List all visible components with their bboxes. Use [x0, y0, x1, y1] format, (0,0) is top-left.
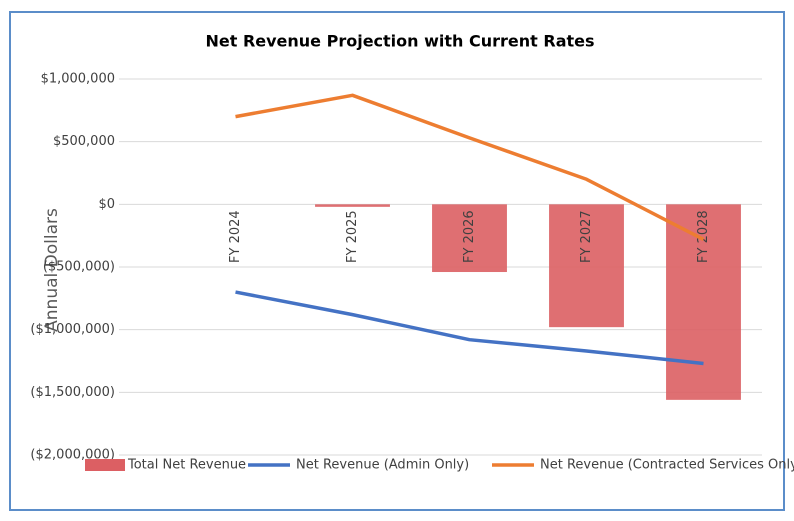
- chart-frame: [9, 11, 785, 511]
- y-tick-label: ($2,000,000): [30, 448, 115, 463]
- x-tick-label: FY 2028: [696, 210, 711, 263]
- bar: [315, 204, 390, 207]
- y-tick-label: $500,000: [53, 134, 115, 149]
- y-tick-label: ($1,500,000): [30, 385, 115, 400]
- legend-swatch: [85, 459, 125, 471]
- x-tick-label: FY 2025: [345, 210, 360, 263]
- bar: [432, 204, 507, 273]
- line: [235, 290, 704, 366]
- y-tick-label: ($1,000,000): [30, 322, 115, 337]
- x-tick-label: FY 2024: [228, 210, 243, 263]
- y-axis-label: Annual Dollars: [42, 208, 62, 332]
- y-tick-label: ($500,000): [43, 260, 115, 275]
- bar: [666, 204, 741, 400]
- legend-label: Net Revenue (Admin Only): [296, 458, 469, 473]
- x-tick-label: FY 2027: [579, 210, 594, 263]
- chart-title: Net Revenue Projection with Current Rate…: [205, 32, 594, 51]
- y-tick-label: $1,000,000: [41, 72, 115, 87]
- y-tick-label: $0: [98, 197, 115, 212]
- bar: [549, 204, 624, 328]
- legend-label: Net Revenue (Contracted Services Only): [540, 458, 794, 473]
- x-tick-label: FY 2026: [462, 210, 477, 263]
- line: [235, 93, 705, 241]
- legend-label: Total Net Revenue: [127, 458, 246, 473]
